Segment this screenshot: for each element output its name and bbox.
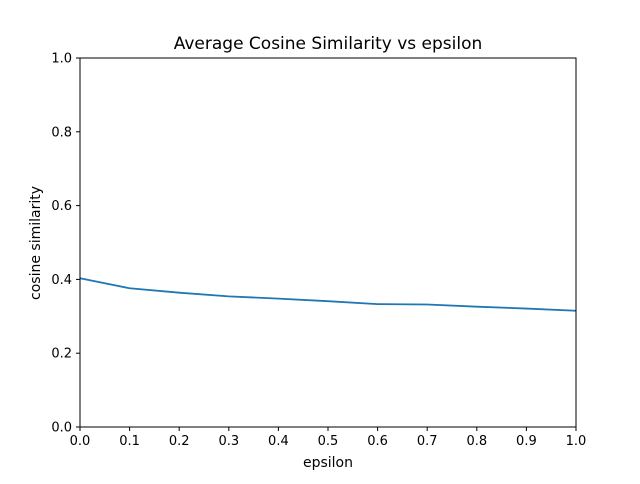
x-tick-label: 1.0 <box>566 434 587 449</box>
x-tick-label: 0.4 <box>268 434 289 449</box>
y-tick-label: 0.0 <box>51 421 72 436</box>
axes-frame <box>79 57 577 428</box>
x-tick-label: 0.8 <box>466 434 487 449</box>
y-tick-label: 0.4 <box>51 273 72 288</box>
x-tick-label: 0.1 <box>119 434 140 449</box>
x-tick-label: 0.6 <box>367 434 388 449</box>
x-axis-label: epsilon <box>303 455 353 471</box>
chart-title: Average Cosine Similarity vs epsilon <box>174 34 483 54</box>
x-tick-label: 0.9 <box>516 434 537 449</box>
x-tick-label: 0.0 <box>70 434 91 449</box>
x-tick-label: 0.7 <box>417 434 438 449</box>
y-tick-label: 1.0 <box>51 52 72 67</box>
y-tick-label: 0.2 <box>51 347 72 362</box>
x-tick-label: 0.3 <box>218 434 239 449</box>
plot-area: 0.0 0.1 0.2 0.3 0.4 0.5 0.6 0.7 0.8 0.9 1.0 0.0 0.2 0… <box>51 52 586 450</box>
y-tick-label: 0.8 <box>51 125 72 140</box>
x-tick-label: 0.5 <box>318 434 339 449</box>
x-tick-label: 0.2 <box>169 434 190 449</box>
y-tick-label: 0.6 <box>51 199 72 214</box>
y-axis-label: cosine similarity <box>28 186 44 300</box>
series-line-0 <box>79 277 577 312</box>
